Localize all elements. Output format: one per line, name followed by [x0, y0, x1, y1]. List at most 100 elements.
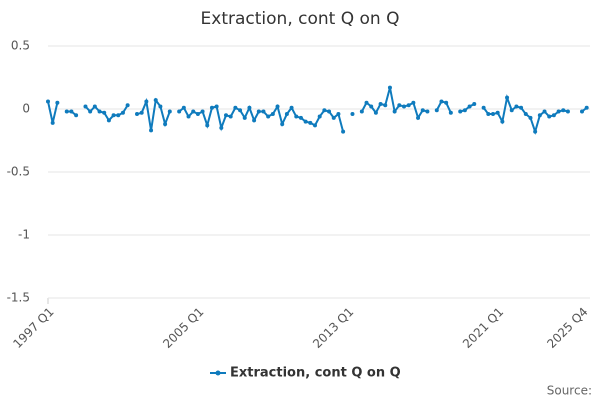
- data-point: [181, 105, 186, 110]
- data-point: [331, 115, 336, 120]
- data-point: [556, 109, 561, 114]
- data-point: [135, 112, 139, 117]
- data-point: [252, 118, 257, 123]
- data-point: [373, 110, 378, 115]
- data-point: [467, 104, 472, 109]
- data-point: [228, 114, 233, 119]
- y-tick-label: 0: [22, 102, 30, 116]
- series-line: [47, 101, 59, 124]
- x-tick-label: 2013 Q1: [310, 305, 356, 351]
- data-point: [533, 129, 538, 134]
- data-point: [420, 108, 425, 113]
- x-tick-label: 1997 Q1: [10, 305, 56, 351]
- data-point: [514, 104, 519, 109]
- legend-marker: [215, 370, 221, 376]
- data-point: [425, 109, 430, 114]
- y-tick-label: -1: [18, 228, 30, 242]
- data-point: [336, 112, 341, 117]
- data-point: [580, 109, 584, 114]
- data-point: [186, 114, 191, 119]
- data-point: [280, 122, 285, 127]
- data-point: [111, 113, 116, 118]
- data-point: [294, 114, 299, 119]
- data-point: [472, 101, 477, 106]
- data-point: [303, 119, 308, 124]
- data-point: [547, 114, 552, 119]
- data-point: [458, 109, 463, 114]
- data-point: [200, 109, 205, 114]
- data-point: [158, 104, 163, 109]
- data-point: [528, 115, 533, 120]
- data-point: [406, 103, 411, 108]
- data-point: [69, 109, 74, 114]
- data-point: [74, 113, 79, 118]
- data-point: [88, 109, 93, 114]
- data-point: [364, 100, 369, 105]
- data-point: [505, 95, 510, 100]
- data-point: [177, 109, 182, 114]
- data-point: [308, 120, 313, 125]
- data-point: [50, 120, 55, 125]
- data-point: [341, 129, 346, 134]
- data-point: [448, 110, 453, 115]
- data-point: [402, 104, 406, 109]
- data-point: [289, 105, 294, 110]
- data-point: [238, 108, 243, 113]
- data-point: [125, 103, 130, 108]
- data-point: [167, 109, 172, 114]
- data-point: [120, 110, 125, 115]
- data-point: [392, 109, 397, 114]
- data-point: [233, 105, 238, 110]
- series-line: [435, 100, 452, 114]
- data-point: [313, 123, 317, 128]
- data-point: [102, 110, 107, 115]
- data-point: [149, 128, 154, 133]
- data-point: [116, 113, 121, 118]
- data-point: [327, 109, 332, 114]
- data-point: [214, 104, 219, 109]
- data-point: [322, 108, 327, 113]
- data-point: [284, 112, 289, 117]
- data-point: [139, 110, 144, 115]
- data-point: [224, 113, 228, 118]
- data-point: [46, 99, 50, 104]
- data-point: [242, 115, 247, 120]
- data-point: [219, 125, 224, 130]
- data-point: [144, 99, 149, 104]
- data-point: [486, 112, 491, 117]
- data-point: [542, 109, 547, 114]
- data-point: [383, 103, 388, 108]
- data-point: [266, 114, 271, 119]
- legend-label: Extraction, cont Q on Q: [230, 366, 401, 381]
- data-point: [369, 104, 374, 109]
- data-point: [92, 104, 97, 109]
- data-point: [205, 123, 210, 128]
- data-point: [191, 109, 196, 114]
- data-point: [256, 109, 261, 114]
- series-line: [459, 103, 475, 113]
- data-point: [275, 104, 280, 109]
- data-point: [317, 114, 322, 119]
- data-point: [378, 101, 383, 106]
- data-point: [537, 113, 542, 118]
- data-point: [491, 112, 495, 117]
- data-point: [387, 85, 392, 90]
- x-tick-label: 2005 Q1: [160, 305, 206, 351]
- data-point: [434, 108, 439, 113]
- data-point: [350, 112, 355, 117]
- data-point: [509, 108, 514, 113]
- data-point: [97, 109, 102, 114]
- data-point: [163, 122, 168, 127]
- x-tick-label: 2021 Q1: [460, 305, 506, 351]
- data-point: [444, 100, 449, 105]
- y-tick-label: 0.5: [11, 39, 30, 53]
- y-tick-label: -0.5: [7, 165, 30, 179]
- data-point: [83, 104, 88, 109]
- data-point: [462, 108, 467, 113]
- data-point: [439, 99, 444, 104]
- source: Source:: [547, 384, 592, 398]
- data-point: [64, 109, 69, 114]
- data-point: [519, 105, 524, 110]
- data-point: [481, 105, 486, 110]
